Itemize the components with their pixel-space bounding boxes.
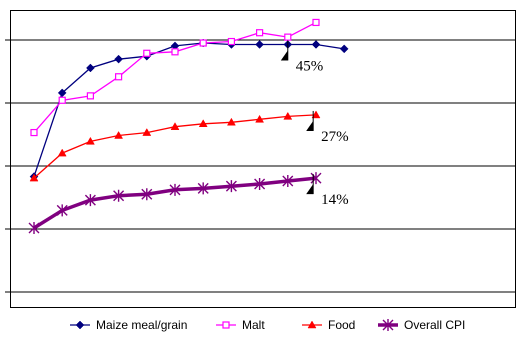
data-point (56, 204, 68, 217)
legend-label: Maize meal/grain (96, 318, 187, 332)
data-point (171, 48, 179, 56)
data-point (29, 173, 39, 182)
legend-item: Overall CPI (378, 318, 465, 332)
data-point (199, 39, 207, 47)
data-point (255, 40, 264, 49)
data-point (86, 63, 95, 73)
data-point (57, 148, 67, 157)
legend-item: Food (302, 318, 355, 332)
series-overall-cpi (28, 172, 322, 234)
data-point (311, 40, 321, 49)
legend-label: Food (328, 318, 355, 332)
data-point (84, 194, 96, 207)
data-point (226, 117, 236, 126)
annotation-label: 45% (296, 58, 324, 74)
annotation-arrow (280, 50, 288, 61)
gridlines (5, 39, 516, 293)
series-line (33, 42, 345, 177)
data-point (284, 33, 292, 41)
annotation-label: 27% (321, 129, 349, 145)
data-point (339, 44, 349, 54)
data-point (141, 188, 153, 201)
series-layer (28, 18, 349, 234)
data-point (58, 96, 66, 104)
legend: Maize meal/grain Malt Food Overall CPI (70, 318, 465, 332)
data-point (227, 37, 235, 46)
data-point (170, 122, 180, 130)
data-point (225, 180, 237, 193)
annotation-arrow (306, 120, 314, 131)
series-food (29, 110, 321, 182)
data-point (255, 114, 265, 123)
data-point (198, 119, 208, 128)
legend-label: Malt (242, 318, 265, 332)
data-point (142, 128, 152, 136)
data-point (86, 92, 95, 100)
legend-marker (75, 320, 85, 330)
data-point (143, 49, 151, 57)
annotation-label: 14% (321, 192, 349, 208)
data-point (114, 73, 123, 81)
series-malt (30, 18, 320, 137)
data-point (114, 54, 123, 64)
data-point (113, 189, 125, 202)
data-point (283, 111, 293, 120)
data-point (310, 172, 322, 185)
data-point (282, 175, 294, 188)
legend-label: Overall CPI (404, 318, 465, 332)
annotation-arrow (306, 184, 314, 195)
legend-item: Maize meal/grain (70, 318, 187, 332)
legend-marker (307, 320, 317, 329)
data-point (114, 130, 124, 139)
data-point (169, 183, 181, 196)
data-point (85, 136, 95, 145)
legend-marker (382, 319, 394, 331)
legend-marker (222, 321, 230, 329)
data-point (311, 110, 321, 119)
data-point (30, 128, 38, 137)
legend-item: Malt (216, 318, 265, 332)
data-point (312, 18, 320, 27)
data-point (256, 29, 264, 37)
data-point (197, 182, 209, 195)
data-point (254, 177, 266, 190)
annotations: 45% 27% 14% (280, 40, 349, 208)
data-point (28, 222, 40, 234)
